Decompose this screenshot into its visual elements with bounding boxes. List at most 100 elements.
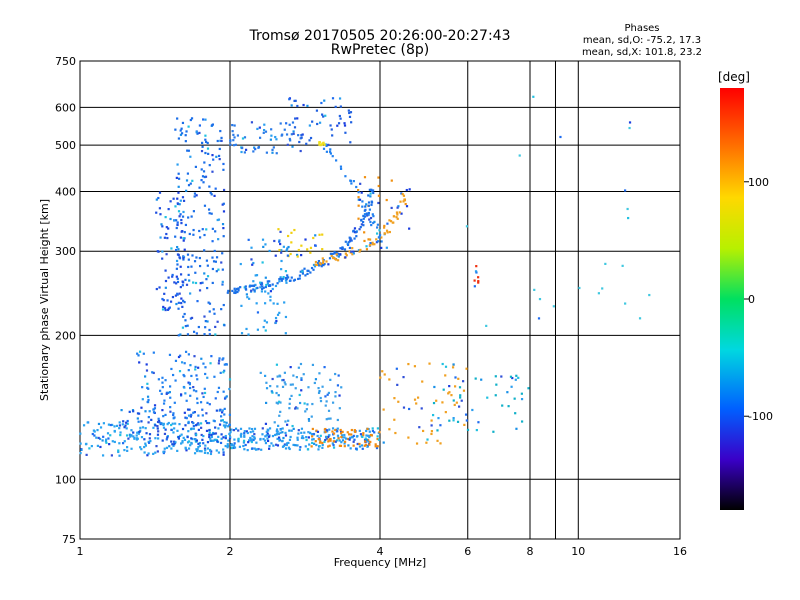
data-point: [179, 133, 183, 136]
data-point: [271, 391, 274, 394]
data-point: [256, 448, 259, 451]
data-point: [200, 426, 203, 429]
data-point: [288, 397, 292, 401]
data-point: [220, 136, 223, 140]
data-point: [290, 276, 293, 279]
data-point: [275, 138, 278, 141]
data-point: [107, 423, 111, 426]
data-point: [192, 424, 195, 428]
data-point: [160, 223, 163, 226]
data-point: [250, 258, 253, 261]
data-point: [278, 438, 281, 441]
data-point: [284, 431, 287, 435]
data-point: [352, 444, 355, 447]
data-point: [164, 308, 167, 312]
data-point: [191, 254, 194, 257]
data-point: [288, 402, 291, 405]
data-point: [271, 151, 274, 154]
data-point: [350, 239, 353, 242]
data-point: [442, 388, 445, 391]
data-point: [254, 274, 257, 277]
data-point: [300, 378, 303, 382]
data-point: [167, 276, 170, 279]
data-point: [176, 221, 179, 224]
data-point: [190, 413, 193, 416]
data-point: [380, 236, 383, 239]
data-point: [278, 240, 281, 243]
data-point: [251, 263, 254, 266]
data-point: [305, 142, 308, 145]
data-point: [338, 114, 341, 118]
data-point: [175, 226, 178, 230]
data-point: [430, 432, 433, 436]
data-point: [515, 374, 518, 377]
data-point: [205, 412, 208, 415]
data-point: [172, 413, 175, 417]
data-point: [171, 295, 175, 299]
data-point: [284, 332, 287, 335]
data-point: [368, 430, 371, 433]
data-point: [242, 439, 246, 442]
data-point: [486, 396, 489, 399]
data-point: [194, 438, 197, 441]
data-point: [597, 292, 600, 295]
data-point: [268, 445, 271, 448]
data-point: [261, 238, 265, 241]
data-point: [118, 454, 121, 457]
data-point: [209, 191, 212, 194]
data-point: [300, 253, 303, 257]
data-point: [195, 439, 199, 442]
data-point: [193, 195, 196, 198]
data-point: [266, 432, 269, 435]
data-point: [187, 420, 190, 423]
data-point: [168, 306, 171, 309]
stats-header: Phases: [624, 23, 659, 34]
data-point: [344, 252, 347, 255]
data-point: [176, 223, 179, 227]
data-point: [113, 429, 116, 433]
data-point: [298, 448, 301, 451]
data-point: [474, 377, 477, 380]
data-point: [268, 447, 271, 450]
data-point: [176, 263, 179, 266]
data-point: [300, 134, 303, 137]
data-point: [179, 265, 182, 268]
data-point: [136, 431, 139, 434]
data-point: [278, 375, 282, 378]
data-point: [231, 130, 234, 133]
data-point: [203, 249, 206, 252]
data-point: [123, 426, 126, 429]
data-point: [376, 435, 379, 438]
data-point: [220, 308, 223, 311]
data-point: [301, 272, 304, 275]
data-point: [169, 406, 172, 409]
data-point: [369, 195, 372, 198]
data-point: [320, 101, 323, 105]
data-point: [324, 114, 327, 117]
data-point: [321, 443, 324, 447]
data-point: [456, 420, 460, 423]
data-point: [221, 223, 225, 226]
data-point: [179, 236, 183, 239]
data-point: [307, 436, 310, 439]
data-point: [321, 446, 324, 449]
data-point: [184, 134, 187, 137]
data-point: [208, 310, 211, 313]
data-point: [278, 239, 281, 242]
data-point: [183, 231, 186, 234]
data-point: [230, 446, 233, 450]
data-point: [197, 366, 200, 369]
data-point: [354, 430, 357, 434]
data-point: [357, 217, 360, 220]
data-point: [405, 205, 409, 208]
data-point: [211, 154, 214, 157]
data-point: [280, 277, 284, 281]
data-point: [154, 451, 157, 454]
data-point: [213, 249, 216, 253]
data-point: [366, 427, 369, 431]
data-point: [301, 133, 304, 136]
colorbar: [720, 88, 744, 510]
data-point: [403, 198, 406, 201]
data-point: [283, 371, 286, 374]
data-point: [119, 431, 122, 434]
